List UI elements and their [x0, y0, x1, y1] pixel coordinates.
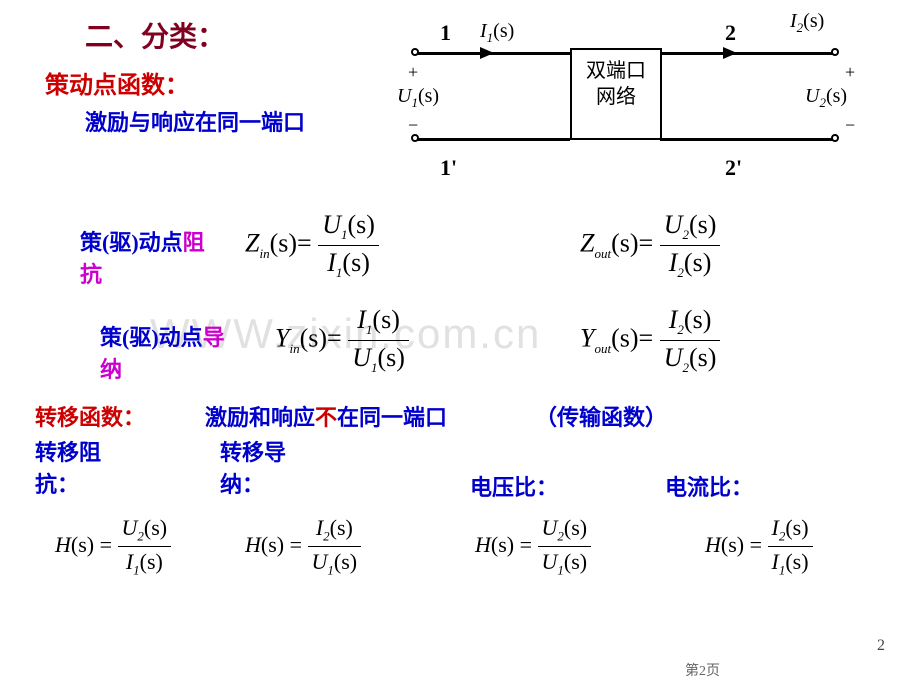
page-footer: 第2页: [685, 660, 720, 680]
network-box: 双端口 网络: [570, 48, 662, 140]
section1-title: 策动点函数：: [45, 65, 189, 100]
port1p-label: 1': [440, 155, 457, 181]
port2-label: 2: [725, 20, 736, 46]
h1-formula: H(s) = U2(s) I1(s): [55, 515, 171, 579]
i2-label: I2(s): [790, 10, 824, 36]
yin-formula: Yin(s)= I1(s) U1(s): [275, 305, 409, 376]
i1-label: I1(s): [480, 20, 514, 46]
h3-formula: H(s) = U2(s) U1(s): [475, 515, 591, 579]
h4-formula: H(s) = I2(s) I1(s): [705, 515, 813, 579]
sublabel-4: 电流比：: [665, 470, 753, 502]
yout-formula: Yout(s)= I2(s) U2(s): [580, 305, 720, 376]
page-number: 2: [877, 637, 885, 655]
port2p-label: 2': [725, 155, 742, 181]
section1-desc: 激励与响应在同一端口: [85, 105, 305, 137]
row1-label: 策(驱)动点阻抗: [80, 225, 215, 289]
sublabel-2: 转移导纳：: [220, 435, 315, 499]
u1-label: U1(s): [397, 85, 439, 111]
section2-desc: 激励和响应不在同一端口: [205, 400, 447, 432]
zout-formula: Zout(s)= U2(s) I2(s): [580, 210, 720, 281]
plus-left: +: [408, 62, 418, 83]
section2-extra: （传输函数）: [535, 400, 667, 432]
port1-label: 1: [440, 20, 451, 46]
box-line2: 网络: [596, 86, 636, 108]
zin-formula: Zin(s)= U1(s) I1(s): [245, 210, 379, 281]
sublabel-1: 转移阻抗：: [35, 435, 130, 499]
section2-title: 转移函数：: [35, 400, 145, 432]
main-heading: 二、分类：: [85, 15, 225, 55]
sublabel-3: 电压比：: [470, 470, 558, 502]
box-line1: 双端口: [586, 60, 646, 82]
u2-label: U2(s): [805, 85, 847, 111]
minus-right: −: [845, 115, 855, 136]
minus-left: −: [408, 115, 418, 136]
h2-formula: H(s) = I2(s) U1(s): [245, 515, 361, 579]
row2-label: 策(驱)动点导纳: [100, 320, 235, 384]
plus-right: +: [845, 62, 855, 83]
circuit-diagram: 双端口 网络 1 2 1' 2' I1(s) I2(s) + − U1(s) +…: [405, 10, 865, 190]
